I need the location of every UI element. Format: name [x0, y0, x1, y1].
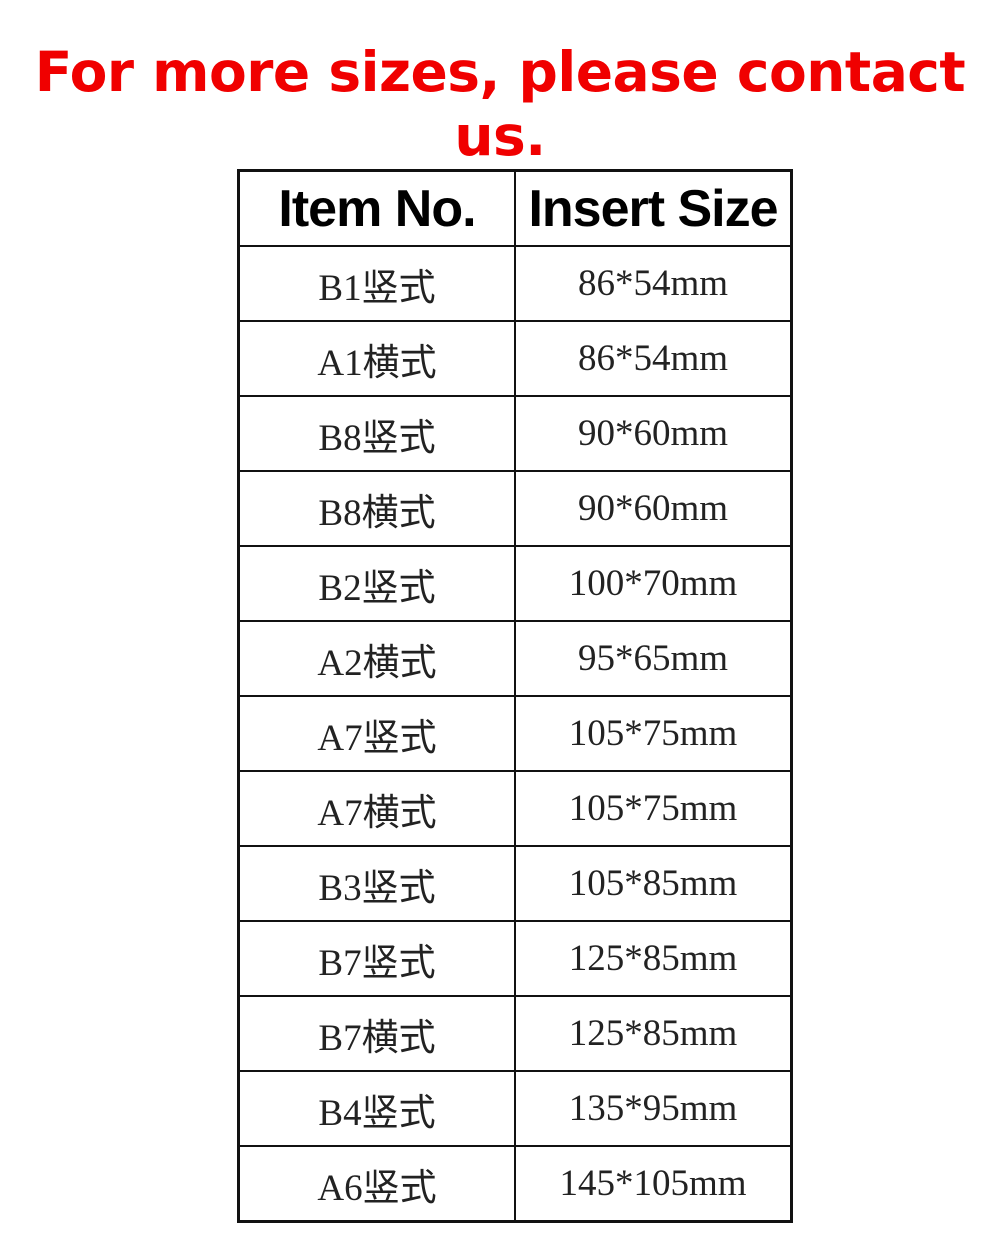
header-insert-size: Insert Size	[514, 169, 793, 247]
item-no-cell: B2竖式	[237, 545, 516, 622]
contact-banner-title: For more sizes, please contact us.	[34, 40, 966, 168]
item-no-cell: A7横式	[237, 770, 516, 847]
table-row: B8竖式 90*60mm	[237, 395, 793, 472]
size-table: Item No. Insert Size B1竖式 86*54mm A1横式 86*5…	[237, 169, 793, 1223]
item-no-cell: A7竖式	[237, 695, 516, 772]
item-no-cell: B4竖式	[237, 1070, 516, 1147]
table-row: B2竖式 100*70mm	[237, 545, 793, 622]
table-row: B3竖式 105*85mm	[237, 845, 793, 922]
header-item-no: Item No.	[237, 169, 516, 247]
table-row: B4竖式 135*95mm	[237, 1070, 793, 1147]
item-no-cell: B8横式	[237, 470, 516, 547]
table-row: B8横式 90*60mm	[237, 470, 793, 547]
item-no-cell: B3竖式	[237, 845, 516, 922]
table-header-row: Item No. Insert Size	[237, 169, 793, 247]
insert-size-cell: 90*60mm	[514, 470, 793, 547]
item-no-cell: A6竖式	[237, 1145, 516, 1223]
insert-size-cell: 135*95mm	[514, 1070, 793, 1147]
insert-size-cell: 125*85mm	[514, 995, 793, 1072]
insert-size-cell: 105*75mm	[514, 770, 793, 847]
insert-size-cell: 125*85mm	[514, 920, 793, 997]
table-row: A7横式 105*75mm	[237, 770, 793, 847]
item-no-cell: A2横式	[237, 620, 516, 697]
table-row: A7竖式 105*75mm	[237, 695, 793, 772]
insert-size-cell: 90*60mm	[514, 395, 793, 472]
item-no-cell: B7竖式	[237, 920, 516, 997]
insert-size-cell: 100*70mm	[514, 545, 793, 622]
item-no-cell: B1竖式	[237, 245, 516, 322]
table-row: B7横式 125*85mm	[237, 995, 793, 1072]
insert-size-cell: 95*65mm	[514, 620, 793, 697]
table-row: A1横式 86*54mm	[237, 320, 793, 397]
insert-size-cell: 105*85mm	[514, 845, 793, 922]
insert-size-cell: 145*105mm	[514, 1145, 793, 1223]
table-row: A2横式 95*65mm	[237, 620, 793, 697]
table-row: B1竖式 86*54mm	[237, 245, 793, 322]
table-body: B1竖式 86*54mm A1横式 86*54mm B8竖式 90*60mm B8横式 90*…	[237, 245, 793, 1223]
item-no-cell: A1横式	[237, 320, 516, 397]
insert-size-cell: 86*54mm	[514, 245, 793, 322]
table-row: A6竖式 145*105mm	[237, 1145, 793, 1223]
item-no-cell: B7横式	[237, 995, 516, 1072]
insert-size-cell: 86*54mm	[514, 320, 793, 397]
item-no-cell: B8竖式	[237, 395, 516, 472]
table-row: B7竖式 125*85mm	[237, 920, 793, 997]
insert-size-cell: 105*75mm	[514, 695, 793, 772]
